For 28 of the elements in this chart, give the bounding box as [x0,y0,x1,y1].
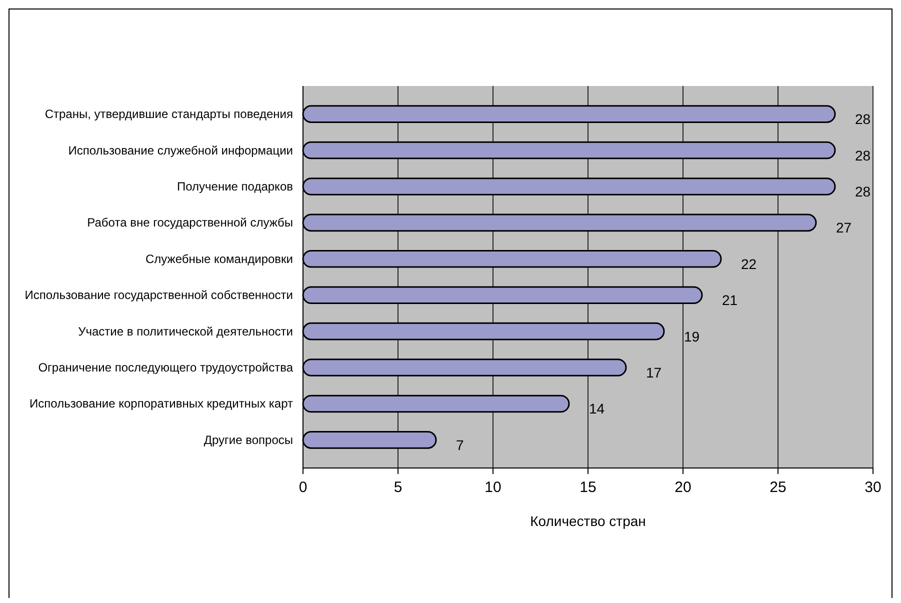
data-label: 21 [722,292,738,308]
y-tick-label: Получение подарков [177,179,293,194]
y-tick-label: Страны, утвердившие стандарты поведения [44,107,293,122]
data-label: 28 [855,111,871,128]
x-axis-title: Количество стран [530,513,646,529]
x-tick-label: 15 [580,479,596,496]
x-tick-label: 10 [484,479,502,496]
data-label: 28 [855,183,871,200]
data-label: 7 [456,436,464,453]
data-label: 19 [684,328,700,344]
y-tick-label: Использование корпоративных кредитных карт [30,396,294,411]
data-label: 28 [855,147,871,164]
x-tick-label: 30 [864,479,882,496]
x-tick-label: 0 [298,479,308,496]
y-tick-label: Участие в политической деятельности [78,324,293,338]
y-tick-label: Ограничение последующего трудоустройства [38,360,294,375]
data-label: 22 [741,256,757,272]
x-tick-label: 5 [394,479,402,496]
x-tick-label: 25 [770,479,786,496]
y-tick-label: Использование государственной собственности [24,288,293,302]
y-tick-label: Работа вне государственной службы [87,216,293,230]
y-tick-label: Использование служебной информации [68,143,293,158]
x-tick-label: 20 [674,479,692,496]
data-label: 17 [646,364,662,381]
y-tick-label: Служебные командировки [146,252,293,266]
y-tick-label: Другие вопросы [204,432,293,447]
data-label: 27 [836,220,852,236]
data-label: 14 [589,400,605,417]
